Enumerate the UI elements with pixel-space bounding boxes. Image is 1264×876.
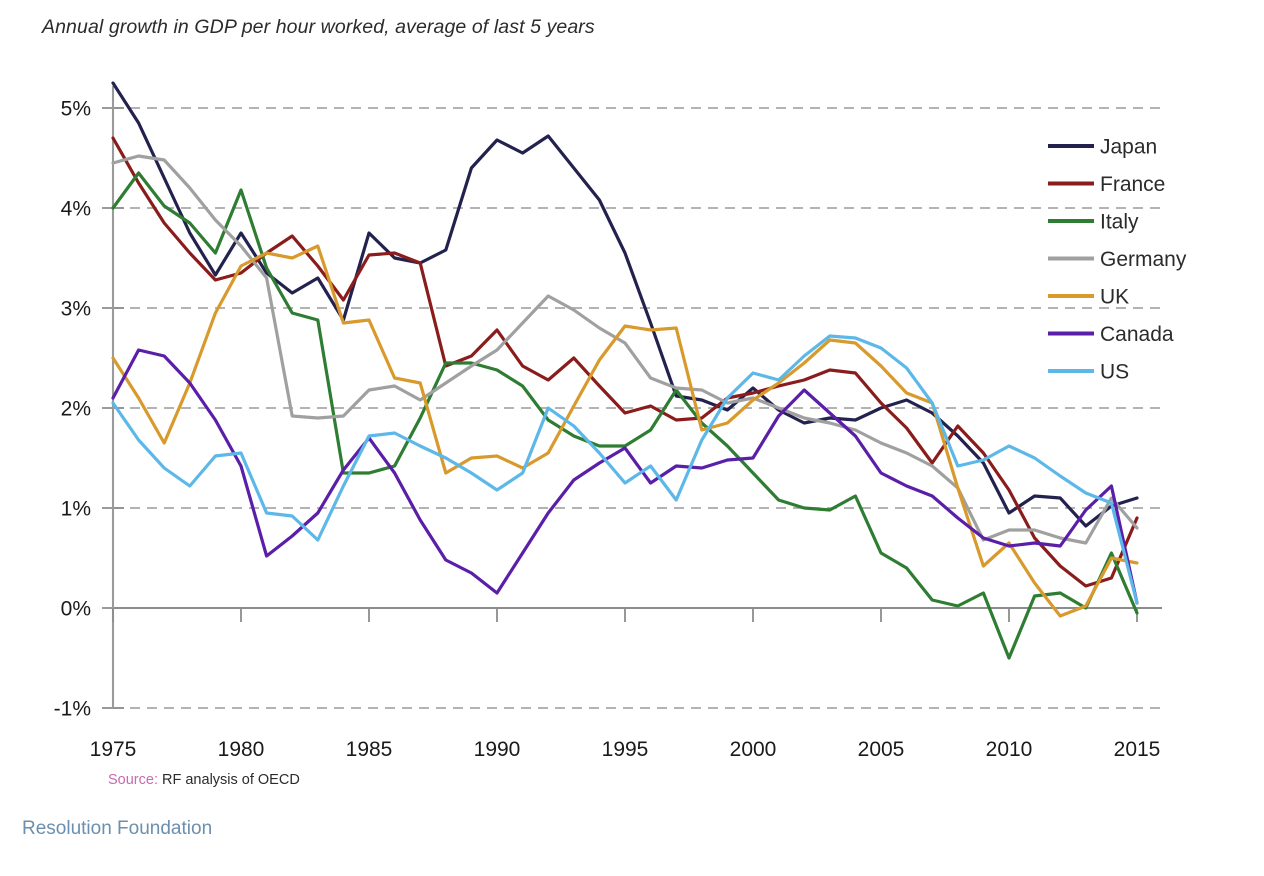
series-group — [111, 81, 1139, 660]
legend-label-france[interactable]: France — [1100, 173, 1165, 196]
x-axis-tick-label: 2010 — [986, 738, 1033, 756]
series-line-uk — [111, 244, 1139, 618]
legend-label-japan[interactable]: Japan — [1100, 136, 1157, 159]
x-axis-tick-label: 1990 — [474, 738, 521, 756]
x-axis-group: 1975 1980 1985 1990 1995 2000 2005 2010 2015 — [90, 608, 1161, 756]
source-text: RF analysis of OECD — [162, 772, 300, 788]
x-axis-tick-label: 1980 — [218, 738, 265, 756]
series-line-france — [111, 136, 1139, 588]
y-axis-tick-label: 4% — [61, 198, 91, 221]
x-axis-tick-label: 2000 — [730, 738, 777, 756]
chart-plot-area: 5% 4% 3% 2% 1% 0% -1% 1975 1980 1985 1990 1995 2000… — [0, 56, 1264, 756]
y-axis-tick-label: 0% — [61, 598, 91, 621]
y-axis-tick-label: 1% — [61, 498, 91, 521]
y-axis-tick-label: 3% — [61, 298, 91, 321]
series-line-germany — [111, 154, 1139, 545]
series-line-us — [111, 334, 1139, 605]
x-axis-tick-label: 1975 — [90, 738, 137, 756]
gridlines-group — [113, 107, 1162, 709]
x-axis-tick-label: 2005 — [858, 738, 905, 756]
series-line-italy — [111, 171, 1139, 660]
legend-label-canada[interactable]: Canada — [1100, 323, 1174, 346]
source-label: Source: — [108, 772, 158, 788]
legend-label-italy[interactable]: Italy — [1100, 211, 1139, 234]
line-chart-svg: 5% 4% 3% 2% 1% 0% -1% 1975 1980 1985 1990 1995 2000… — [54, 81, 1187, 756]
x-axis-tick-label: 1985 — [346, 738, 393, 756]
y-axis-tick-label: 5% — [61, 98, 91, 121]
source-note: Source: RF analysis of OECD — [108, 772, 300, 788]
series-line-canada — [111, 348, 1139, 605]
page-title: Annual growth in GDP per hour worked, av… — [42, 16, 595, 38]
brand-name: Resolution Foundation — [22, 818, 213, 839]
legend-label-us[interactable]: US — [1100, 361, 1129, 384]
y-axis-tick-label: 2% — [61, 398, 91, 421]
y-axis-tick-label: -1% — [54, 698, 91, 721]
series-line-japan — [111, 81, 1139, 528]
legend-label-germany[interactable]: Germany — [1100, 248, 1187, 271]
x-axis-tick-label: 2015 — [1114, 738, 1161, 756]
legend: Japan France Italy Germany UK Canada US — [1048, 136, 1187, 384]
x-axis-tick-label: 1995 — [602, 738, 649, 756]
legend-label-uk[interactable]: UK — [1100, 286, 1129, 309]
